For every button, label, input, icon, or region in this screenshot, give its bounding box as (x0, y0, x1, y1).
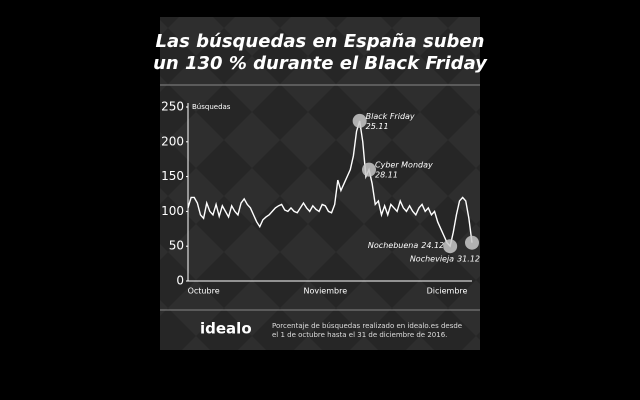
x-tick-label: Diciembre (427, 287, 468, 296)
logo: idealo (200, 320, 252, 338)
card (160, 17, 480, 350)
annotation: Nochebuena 24.12 (368, 241, 444, 250)
y-tick-label: 0 (176, 274, 184, 288)
annotation: Nochevieja 31.12 (410, 254, 480, 263)
annotation-marker (352, 113, 367, 128)
annotation-label: Nochebuena (368, 241, 418, 250)
chart-title: un 130 % durante el Black Friday (153, 53, 488, 74)
annotation-date: 31.12 (457, 254, 480, 263)
data-line (187, 120, 473, 248)
annotation: Black Friday 25.11 (366, 111, 415, 130)
y-tick-label: 50 (169, 239, 184, 253)
annotation-label: Nochevieja (410, 254, 454, 263)
y-tick-label: 250 (161, 100, 184, 114)
chart-title: Las búsquedas en España suben (156, 31, 485, 52)
footer-note: el 1 de octubre hasta el 31 de diciembre… (272, 331, 447, 339)
annotation-marker (465, 235, 479, 250)
annotation-marker (443, 239, 458, 254)
annotation-marker (362, 162, 377, 177)
annotation-date: 24.12 (421, 241, 444, 250)
y-tick-label: 100 (161, 204, 184, 218)
y-axis-label: Búsquedas (192, 103, 231, 111)
footer-note: Porcentaje de búsquedas realizado en ide… (272, 322, 462, 330)
annotation: Cyber Monday 28.11 (375, 160, 433, 179)
annotation-date: 25.11 (366, 121, 389, 130)
annotation-label: Cyber Monday (375, 160, 433, 169)
y-tick-label: 150 (161, 169, 184, 183)
x-tick-label: Noviembre (303, 287, 347, 296)
annotation-label: Black Friday (366, 111, 415, 120)
y-tick-label: 200 (161, 134, 184, 148)
annotation-date: 28.11 (375, 170, 398, 179)
x-tick-label: Octubre (188, 287, 220, 296)
